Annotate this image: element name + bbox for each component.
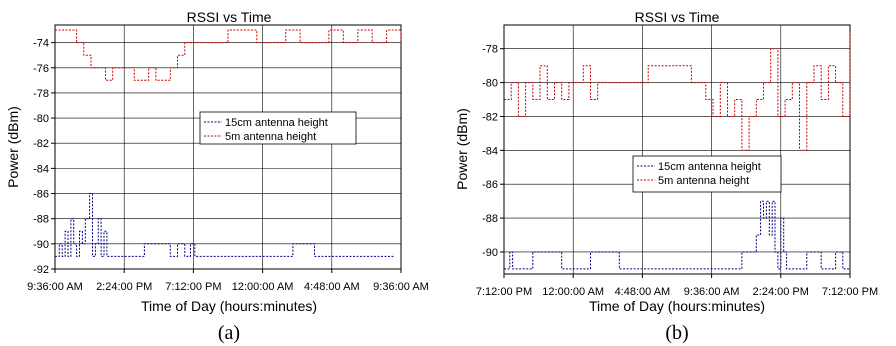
x-tick-label: 2:24:00 PM xyxy=(96,281,152,293)
x-tick-label: 4:48:00 AM xyxy=(304,281,360,293)
y-tick-label: -88 xyxy=(482,213,498,225)
y-tick-label: -74 xyxy=(33,38,49,50)
y-axis-label: Power (dBm) xyxy=(5,106,21,188)
y-tick-label: -80 xyxy=(33,113,49,125)
legend-label: 5m antenna height xyxy=(225,131,316,143)
x-tick-label: 12:00:00 AM xyxy=(232,281,294,293)
y-tick-label: -90 xyxy=(482,247,498,259)
y-tick-label: -78 xyxy=(33,88,49,100)
x-tick-label: 7:12:00 PM xyxy=(822,286,878,298)
x-axis-label: Time of Day (hours:minutes) xyxy=(141,298,317,314)
y-tick-label: -84 xyxy=(33,163,49,175)
legend-label: 5m antenna height xyxy=(658,175,749,187)
panel-caption: (b) xyxy=(665,322,688,344)
legend-box xyxy=(199,111,357,145)
plot-area xyxy=(54,24,402,270)
y-tick-label: -90 xyxy=(33,239,49,251)
legend-label: 15cm antenna height xyxy=(658,161,761,173)
y-tick-label: -82 xyxy=(33,138,49,150)
series-line-15cm xyxy=(504,200,850,270)
y-tick-label: -78 xyxy=(482,44,498,56)
x-tick-label: 7:12:00 PM xyxy=(476,286,532,298)
legend-box xyxy=(632,155,782,193)
series-line-5m xyxy=(55,29,402,81)
y-tick-label: -82 xyxy=(482,111,498,123)
legend: 15cm antenna height 5m antenna height xyxy=(632,155,782,193)
x-tick-label: 9:36:00 AM xyxy=(373,281,429,293)
y-tick-label: -80 xyxy=(482,78,498,90)
y-axis-label: Power (dBm) xyxy=(454,108,470,190)
y-tick-label: -86 xyxy=(482,179,498,191)
y-tick-label: -88 xyxy=(33,214,49,226)
panel-caption: (a) xyxy=(218,322,240,344)
x-tick-label: 7:12:00 PM xyxy=(165,281,221,293)
plot-area xyxy=(503,24,851,275)
chart-title: RSSI vs Time xyxy=(635,9,720,25)
series-line-5m xyxy=(504,31,851,151)
x-tick-label: 2:24:00 PM xyxy=(753,286,809,298)
x-tick-label: 9:36:00 AM xyxy=(684,286,740,298)
chart-panel-0: -74 -76 -78 -80 -82 -84 -86 -88 -90 -92 9:36:00 AM… xyxy=(5,9,429,344)
legend-label: 15cm antenna height xyxy=(225,117,328,129)
chart-title: RSSI vs Time xyxy=(187,9,272,25)
y-tick-label: -92 xyxy=(33,264,49,276)
y-tick-label: -86 xyxy=(33,189,49,201)
x-tick-label: 12:00:00 AM xyxy=(542,286,604,298)
y-tick-label: -84 xyxy=(482,145,498,157)
x-tick-label: 9:36:00 AM xyxy=(27,281,83,293)
x-axis-label: Time of Day (hours:minutes) xyxy=(589,298,765,314)
y-tick-label: -76 xyxy=(33,63,49,75)
legend: 15cm antenna height 5m antenna height xyxy=(199,111,357,145)
chart-panel-1: -78 -80 -82 -84 -86 -88 -90 7:12:00 PM 12:00:00 … xyxy=(454,9,878,344)
x-tick-label: 4:48:00 AM xyxy=(615,286,671,298)
series-line-15cm xyxy=(55,193,394,257)
